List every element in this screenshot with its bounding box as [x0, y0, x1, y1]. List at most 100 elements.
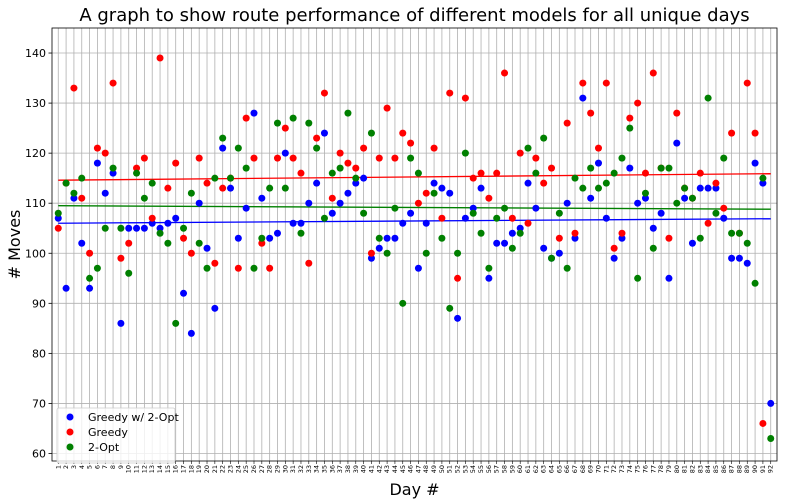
data-point: [78, 194, 86, 202]
legend-marker: [66, 413, 74, 421]
x-tick-label: 78: [657, 465, 665, 473]
data-point: [219, 134, 227, 142]
y-tick-label: 70: [32, 397, 46, 410]
x-tick-label: 79: [665, 465, 673, 473]
data-point: [759, 179, 767, 187]
x-tick-label: 89: [743, 465, 751, 473]
data-point: [320, 89, 328, 97]
data-point: [555, 249, 563, 257]
x-tick-label: 59: [508, 465, 516, 473]
x-tick-label: 74: [626, 465, 634, 473]
data-point: [516, 149, 524, 157]
x-tick-label: 53: [461, 465, 469, 473]
data-point: [133, 224, 141, 232]
data-point: [297, 169, 305, 177]
data-point: [344, 159, 352, 167]
data-point: [101, 149, 109, 157]
data-point: [187, 249, 195, 257]
x-tick-label: 22: [219, 465, 227, 473]
data-point: [751, 129, 759, 137]
x-tick-label: 85: [712, 465, 720, 473]
data-point: [594, 144, 602, 152]
x-tick-label: 8: [109, 465, 117, 469]
data-point: [273, 154, 281, 162]
data-point: [86, 274, 94, 282]
data-point: [571, 174, 579, 182]
data-point: [641, 169, 649, 177]
data-point: [313, 144, 321, 152]
data-point: [626, 114, 634, 122]
data-point: [469, 174, 477, 182]
x-tick-label: 49: [430, 465, 438, 473]
data-point: [125, 239, 133, 247]
x-tick-label: 5: [86, 465, 94, 469]
x-tick-label: 1: [54, 465, 62, 469]
data-point: [266, 264, 274, 272]
x-tick-label: 38: [344, 465, 352, 473]
x-tick-label: 9: [117, 465, 125, 469]
x-tick-label: 67: [571, 465, 579, 473]
data-point: [579, 79, 587, 87]
data-point: [461, 214, 469, 222]
data-point: [712, 184, 720, 192]
data-point: [383, 249, 391, 257]
data-point: [234, 264, 242, 272]
data-point: [728, 254, 736, 262]
data-point: [70, 84, 78, 92]
y-tick-label: 130: [25, 97, 46, 110]
data-point: [563, 119, 571, 127]
data-point: [297, 229, 305, 237]
data-point: [532, 154, 540, 162]
data-point: [720, 204, 728, 212]
x-tick-label: 75: [634, 465, 642, 473]
data-point: [720, 214, 728, 222]
x-tick-label: 19: [195, 465, 203, 473]
y-tick-label: 110: [25, 197, 46, 210]
legend: Greedy w/ 2-Opt Greedy 2-Opt: [56, 407, 179, 464]
data-point: [524, 179, 532, 187]
y-tick-label: 60: [32, 447, 46, 460]
data-point: [681, 184, 689, 192]
trend-line: [58, 205, 771, 210]
data-point: [375, 234, 383, 242]
data-point: [140, 154, 148, 162]
data-point: [133, 164, 141, 172]
data-point: [422, 249, 430, 257]
x-tick-label: 64: [548, 465, 556, 473]
data-point: [320, 129, 328, 137]
data-point: [258, 239, 266, 247]
x-tick-label: 58: [501, 465, 509, 473]
series-0-points: [54, 94, 775, 407]
data-point: [532, 204, 540, 212]
y-tick-label: 140: [25, 47, 46, 60]
data-point: [156, 224, 164, 232]
data-point: [728, 229, 736, 237]
x-tick-label: 25: [242, 465, 250, 473]
data-point: [101, 189, 109, 197]
data-point: [571, 229, 579, 237]
data-point: [477, 184, 485, 192]
data-point: [665, 274, 673, 282]
x-tick-label: 39: [352, 465, 360, 473]
x-tick-label: 21: [211, 465, 219, 473]
data-point: [477, 169, 485, 177]
x-tick-label: 24: [234, 465, 242, 473]
data-point: [626, 164, 634, 172]
data-point: [407, 154, 415, 162]
data-point: [759, 419, 767, 427]
data-point: [187, 189, 195, 197]
data-point: [579, 94, 587, 102]
data-point: [602, 214, 610, 222]
data-point: [133, 169, 141, 177]
x-tick-label: 63: [540, 465, 548, 473]
data-point: [273, 119, 281, 127]
y-tick-label: 90: [32, 297, 46, 310]
data-point: [320, 214, 328, 222]
data-point: [767, 434, 775, 442]
data-point: [469, 209, 477, 217]
data-point: [540, 244, 548, 252]
data-point: [180, 234, 188, 242]
data-point: [383, 104, 391, 112]
data-point: [493, 214, 501, 222]
data-point: [673, 199, 681, 207]
